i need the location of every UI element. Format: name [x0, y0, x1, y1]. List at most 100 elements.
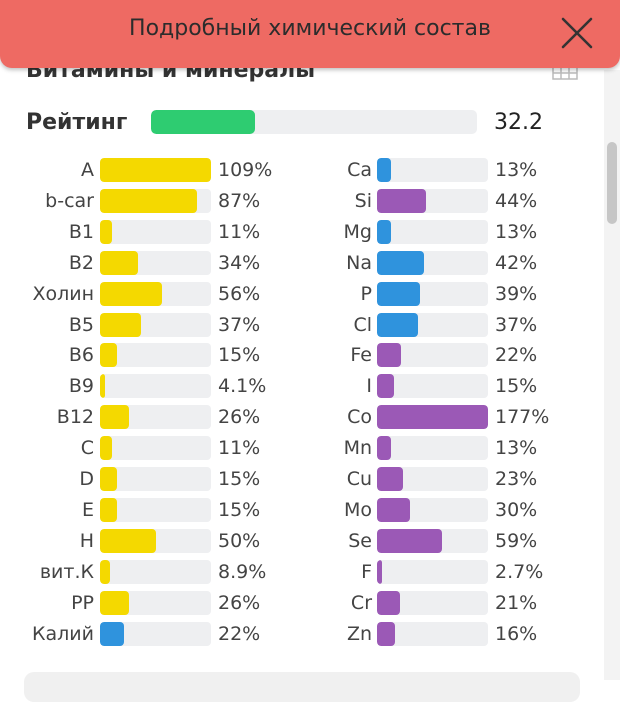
mineral-bar — [377, 405, 488, 430]
mineral-bar — [377, 528, 488, 553]
vitamin-row: B6 15% — [0, 343, 600, 368]
vitamin-name: B2 — [68, 251, 94, 274]
mineral-name: Zn — [346, 622, 372, 645]
mineral-row: Cr 21% — [0, 590, 600, 615]
vitamin-bar — [100, 467, 211, 491]
mineral-bar-fill — [377, 281, 421, 306]
vitamin-percent: 11% — [218, 437, 261, 460]
vitamin-name: b-car — [45, 189, 94, 212]
vitamin-percent: 50% — [218, 529, 261, 552]
mineral-bar-fill — [377, 590, 401, 615]
vitamin-bar-fill — [100, 559, 110, 584]
vitamin-name: B5 — [68, 313, 94, 336]
mineral-row: Si 44% — [0, 188, 600, 213]
mineral-name: Mo — [343, 498, 372, 521]
table-icon[interactable] — [552, 66, 578, 80]
vitamin-bar-fill — [100, 374, 105, 399]
vitamin-row: вит.К 8.9% — [0, 559, 600, 584]
mineral-bar-fill — [377, 467, 403, 491]
scrollbar-thumb[interactable] — [607, 142, 617, 224]
mineral-bar-fill — [377, 405, 488, 430]
vitamin-bar-fill — [100, 219, 113, 244]
mineral-bar — [377, 219, 488, 244]
vitamin-percent: 34% — [218, 251, 261, 274]
vitamin-bar-fill — [100, 621, 125, 646]
rating-bar — [151, 110, 477, 134]
vitamin-percent: 26% — [218, 406, 261, 429]
dialog-header: Подробный химический состав — [0, 0, 620, 68]
mineral-name: Fe — [350, 344, 372, 367]
vitamin-name: Холин — [32, 282, 94, 305]
vitamin-name: D — [79, 468, 94, 490]
mineral-percent: 2.7% — [495, 560, 544, 583]
mineral-name: Cr — [350, 591, 372, 614]
mineral-name: Si — [354, 189, 372, 212]
close-icon[interactable] — [556, 12, 598, 54]
vitamin-bar — [100, 436, 211, 461]
vitamin-row: PP 26% — [0, 590, 600, 615]
mineral-percent: 177% — [495, 406, 550, 429]
mineral-percent: 59% — [495, 529, 538, 552]
vitamin-bar — [100, 528, 211, 553]
mineral-bar-fill — [377, 436, 392, 461]
vitamin-row: Калий 22% — [0, 621, 600, 646]
vitamin-name: B12 — [56, 406, 94, 429]
rating-label: Рейтинг — [26, 110, 128, 135]
mineral-row: Mn 13% — [0, 436, 600, 461]
vitamin-row: E 15% — [0, 497, 600, 522]
mineral-bar — [377, 467, 488, 491]
mineral-bar-fill — [377, 497, 411, 522]
mineral-bar-fill — [377, 559, 382, 584]
vitamin-bar-fill — [100, 250, 138, 275]
mineral-bar — [377, 250, 488, 275]
mineral-row: Na 42% — [0, 250, 600, 275]
vitamin-name: Калий — [32, 622, 94, 645]
mineral-row: Mg 13% — [0, 219, 600, 244]
mineral-name: Cu — [346, 468, 372, 490]
mineral-bar — [377, 590, 488, 615]
vitamin-percent: 4.1% — [218, 375, 267, 398]
vitamin-name: E — [81, 498, 94, 521]
mineral-bar — [377, 188, 488, 213]
mineral-percent: 39% — [495, 282, 538, 305]
vitamin-bar — [100, 250, 211, 275]
mineral-bar — [377, 436, 488, 461]
mineral-name: Mg — [343, 220, 372, 243]
vitamin-row: B9 4.1% — [0, 374, 600, 399]
vitamin-percent: 37% — [218, 313, 261, 336]
vitamin-bar — [100, 590, 211, 615]
rating-bar-fill — [151, 110, 256, 134]
vitamin-bar — [100, 374, 211, 399]
vitamin-bar-fill — [100, 188, 197, 213]
mineral-bar — [377, 343, 488, 368]
mineral-bar-fill — [377, 621, 395, 646]
mineral-bar-fill — [377, 374, 394, 399]
mineral-percent: 13% — [495, 437, 538, 460]
vitamin-percent: 87% — [218, 189, 261, 212]
mineral-bar-fill — [377, 219, 392, 244]
vitamin-bar — [100, 497, 211, 522]
mineral-percent: 22% — [495, 344, 538, 367]
vitamin-name: B1 — [68, 220, 94, 243]
mineral-name: Na — [346, 251, 372, 274]
vitamin-percent: 15% — [218, 498, 261, 521]
mineral-percent: 44% — [495, 189, 538, 212]
mineral-row: P 39% — [0, 281, 600, 306]
next-section-card — [24, 672, 580, 702]
mineral-bar-fill — [377, 188, 426, 213]
vitamin-row: b-car 87% — [0, 188, 600, 213]
vitamin-bar — [100, 559, 211, 584]
rating-value: 32.2 — [494, 110, 543, 135]
mineral-name: F — [361, 560, 372, 583]
mineral-bar — [377, 621, 488, 646]
vitamin-percent: 8.9% — [218, 560, 267, 583]
mineral-name: P — [360, 282, 372, 305]
mineral-bar — [377, 281, 488, 306]
mineral-bar-fill — [377, 312, 419, 337]
vitamin-name: вит.К — [39, 560, 94, 583]
mineral-bar — [377, 559, 488, 584]
vitamin-bar — [100, 621, 211, 646]
mineral-name: Cl — [353, 313, 372, 336]
mineral-row: Mo 30% — [0, 497, 600, 522]
mineral-row: F 2.7% — [0, 559, 600, 584]
